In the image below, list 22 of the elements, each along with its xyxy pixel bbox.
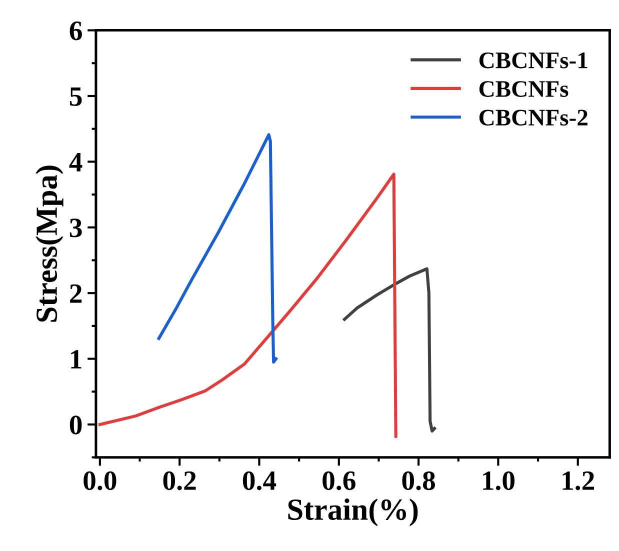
x-tick-label: 0.2 (163, 471, 196, 490)
line-series (98, 172, 398, 438)
legend-label: CBCNFs (479, 81, 568, 97)
legend-label: CBCNFs-2 (479, 110, 588, 126)
x-tick-label: 0.4 (242, 471, 276, 490)
x-tick-label: 0.6 (322, 471, 356, 490)
x-tick-label: 0.0 (84, 471, 116, 490)
x-tick-label: 1.0 (483, 471, 514, 490)
x-axis-title: Strain(%) (288, 498, 418, 526)
y-tick-label: 3 (70, 218, 82, 238)
y-tick-label: 0 (70, 416, 82, 434)
y-tick-label: 5 (70, 87, 82, 106)
legend-label: CBCNFs-1 (479, 52, 588, 68)
x-tick-label: 1.2 (562, 471, 594, 490)
y-tick-label: 2 (70, 284, 82, 303)
y-axis-title: Stress(Mpa) (36, 166, 64, 322)
line-series (342, 267, 436, 433)
line-series (157, 133, 278, 364)
x-tick-label: 0.8 (402, 471, 435, 490)
y-tick-label: 1 (71, 350, 82, 368)
y-tick-label: 4 (69, 153, 82, 172)
y-tick-label: 6 (70, 22, 82, 40)
